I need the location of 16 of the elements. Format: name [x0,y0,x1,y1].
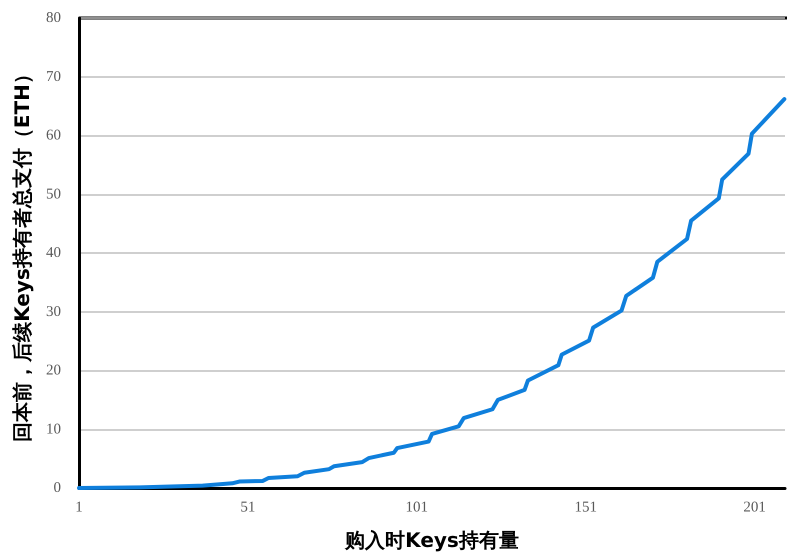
y-tick-label: 40 [46,245,61,261]
x-tick-label: 151 [574,500,597,516]
y-tick-label: 20 [46,362,61,378]
x-tick-label: 201 [743,500,766,516]
x-tick-label: 51 [240,500,256,516]
y-axis-title: 回本前，后续Keys持有者总支付（ETH） [10,64,34,442]
y-tick-label: 30 [46,304,61,320]
x-axis-title: 购入时Keys持有量 [344,528,519,552]
x-tick-label: 1 [75,500,83,516]
y-tick-label: 50 [46,186,61,202]
y-tick-label: 60 [46,128,61,144]
y-tick-label: 70 [46,68,61,85]
y-tick-label: 0 [54,480,61,496]
y-tick-label: 80 [46,10,61,26]
x-tick-label: 101 [406,500,428,516]
y-tick-label: 10 [46,421,61,438]
